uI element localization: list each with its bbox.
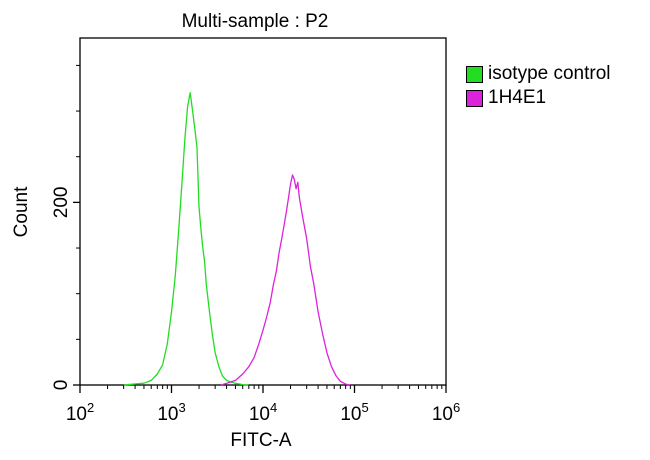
y-tick-label: 0 [51,380,72,391]
legend-item-1h4e1[interactable]: 1H4E1 [466,88,546,108]
legend-label-1h4e1: 1H4E1 [488,87,547,108]
plot-frame [79,37,447,386]
x-axis-label: FITC-A [230,430,292,451]
y-axis-label: Count [11,186,32,237]
y-tick-label: 200 [51,187,72,219]
legend-item-isotype-control[interactable]: isotype control [466,64,611,84]
legend-label-isotype-control: isotype control [488,63,611,84]
chart-title: Multi-sample : P2 [182,11,329,32]
series-line-isotype-control [123,92,249,386]
x-tick-label: 106 [432,400,460,425]
tick-layer: 102 103 104 105 106 0 200 [51,64,460,425]
legend-swatch-isotype-control [466,65,483,83]
series-line-1h4e1 [221,174,351,386]
x-tick-label: 103 [157,400,185,425]
x-tick-label: 105 [340,400,368,425]
x-tick-label: 104 [249,400,277,425]
series-layer [123,92,351,386]
x-tick-label: 102 [66,400,94,425]
legend-swatch-1h4e1 [466,89,483,107]
